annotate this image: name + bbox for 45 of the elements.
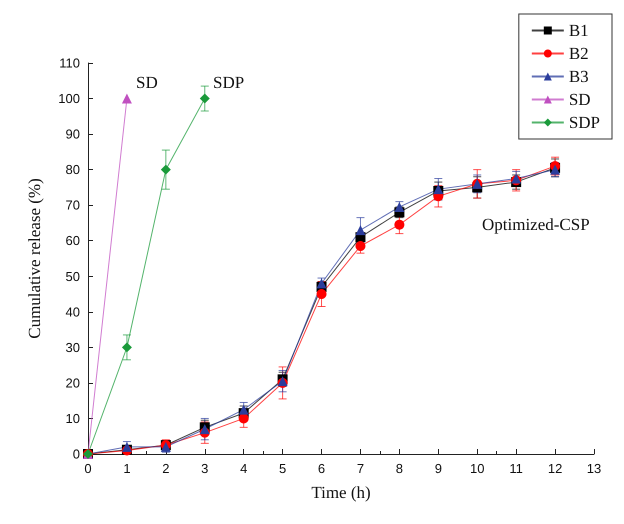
point [316, 289, 327, 300]
x-axis-title: Time (h) [311, 483, 371, 502]
y-tick-label: 50 [66, 268, 80, 284]
legend-label: SDP [568, 113, 600, 132]
point [238, 404, 249, 415]
x-tick-label: 5 [279, 461, 286, 476]
y-tick-label: 80 [66, 162, 80, 178]
point [238, 413, 249, 424]
x-tick-label: 0 [84, 461, 92, 476]
legend-label: B1 [568, 21, 589, 40]
legend-label: B3 [568, 67, 589, 86]
point [160, 164, 171, 175]
x-tick-label: 10 [470, 461, 484, 476]
point [355, 241, 366, 252]
y-axis-title: Cumulative release (%) [25, 178, 44, 339]
x-tick-label: 8 [396, 461, 403, 476]
y-tick-label: 10 [66, 410, 80, 426]
x-tick-label: 11 [509, 461, 523, 476]
annotation: SDP [213, 73, 244, 92]
y-tick-label: 100 [58, 91, 80, 106]
x-tick-label: 7 [356, 461, 364, 476]
legend-label: B2 [568, 44, 589, 63]
point [122, 342, 132, 352]
y-tick-label: 30 [66, 340, 80, 355]
x-tick-label: 2 [162, 461, 170, 476]
x-tick-label: 6 [318, 461, 326, 476]
x-tick-label: 3 [201, 461, 208, 476]
point [200, 94, 210, 104]
point [394, 220, 404, 230]
y-tick-label: 20 [66, 375, 80, 390]
y-tick-label: 0 [72, 446, 80, 462]
annotation: Optimized-CSP [482, 215, 590, 234]
point [355, 225, 366, 236]
x-tick-label: 12 [548, 461, 562, 476]
y-tick-label: 40 [66, 304, 80, 320]
annotation: SD [136, 73, 158, 92]
x-tick-label: 9 [434, 461, 442, 476]
y-tick-label: 90 [66, 126, 80, 142]
y-tick-label: 70 [66, 198, 80, 213]
x-tick-label: 13 [586, 461, 602, 476]
y-tick-label: 110 [59, 56, 80, 70]
y-tick-label: 60 [66, 233, 80, 248]
x-tick-label: 1 [123, 461, 131, 476]
legend-label: SD [568, 90, 591, 109]
x-tick-label: 4 [240, 461, 248, 476]
